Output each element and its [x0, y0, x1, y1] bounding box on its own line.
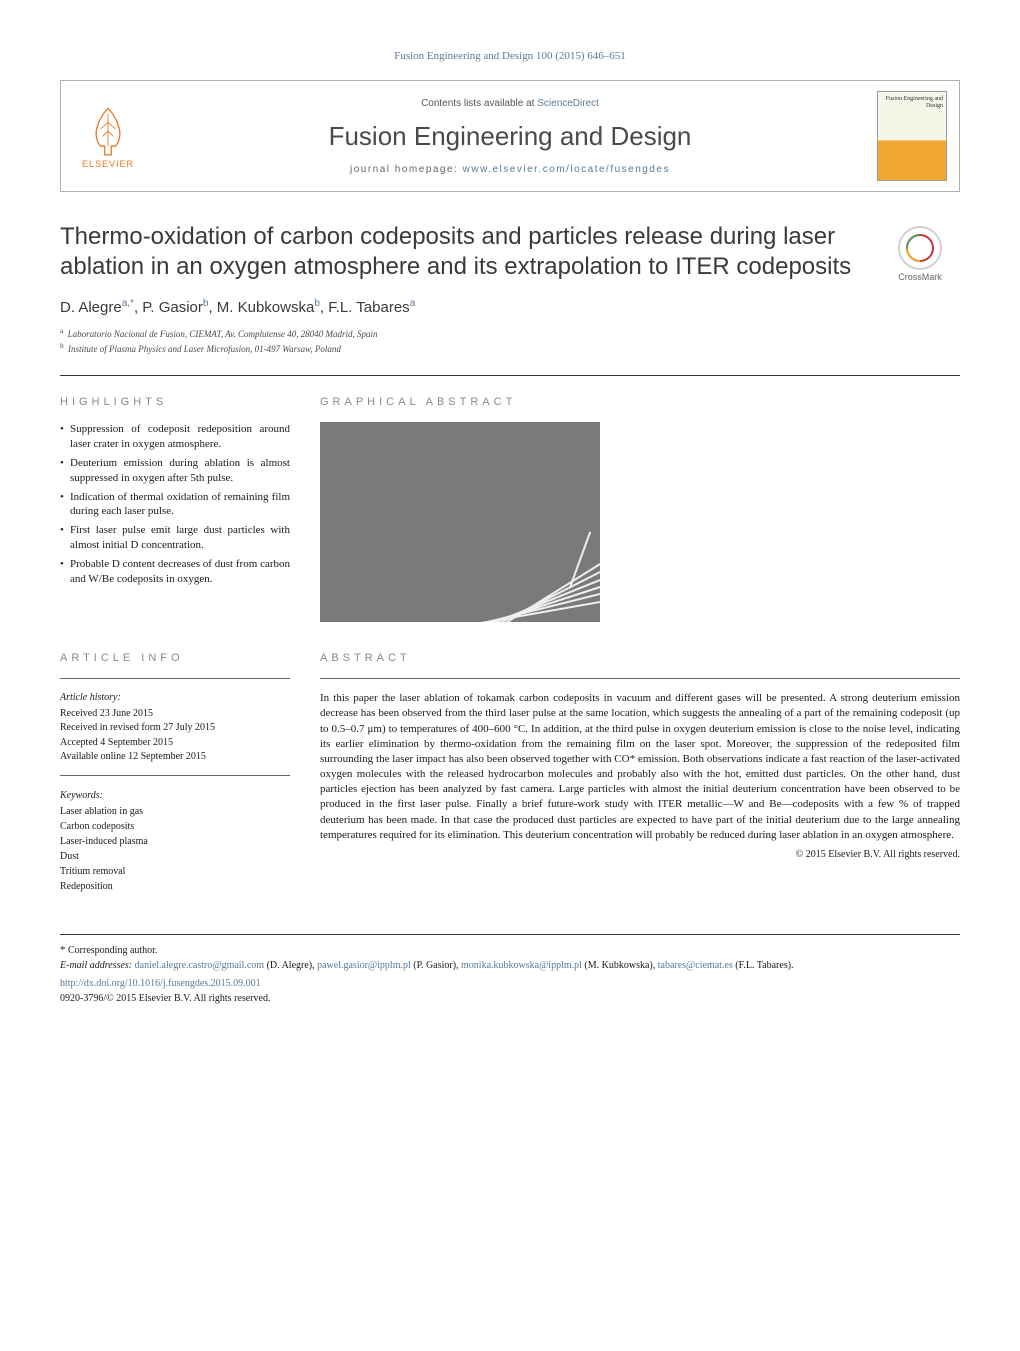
homepage-line: journal homepage: www.elsevier.com/locat… — [163, 164, 857, 175]
contents-line: Contents lists available at ScienceDirec… — [163, 98, 857, 109]
email-link[interactable]: daniel.alegre.castro@gmail.com — [135, 960, 264, 971]
email-who: (P. Gasior) — [413, 960, 456, 971]
affiliation: a Laboratorio Nacional de Fusion, CIEMAT… — [60, 326, 960, 341]
highlights-graphical-row: HIGHLIGHTS Suppression of codeposit rede… — [60, 396, 960, 622]
info-abstract-row: ARTICLE INFO Article history: Received 2… — [60, 652, 960, 894]
keyword: Dust — [60, 849, 290, 864]
streak — [461, 579, 600, 622]
divider — [60, 775, 290, 776]
author: M. Kubkowskab — [217, 299, 320, 316]
history-line: Received in revised form 27 July 2015 — [60, 721, 290, 736]
email-who: (F.L. Tabares) — [735, 960, 791, 971]
affiliation: b Institute of Plasma Physics and Laser … — [60, 341, 960, 356]
article-info-column: ARTICLE INFO Article history: Received 2… — [60, 652, 290, 894]
article-header: CrossMark Thermo-oxidation of carbon cod… — [60, 222, 960, 355]
keyword: Tritium removal — [60, 864, 290, 879]
keyword: Laser ablation in gas — [60, 804, 290, 819]
journal-title: Fusion Engineering and Design — [163, 121, 857, 152]
keyword: Redeposition — [60, 879, 290, 894]
email-link[interactable]: tabares@ciemat.es — [658, 960, 733, 971]
abstract-text: In this paper the laser ablation of toka… — [320, 691, 960, 843]
author: P. Gasiorb — [142, 299, 208, 316]
header-center: Contents lists available at ScienceDirec… — [143, 98, 877, 175]
corresponding-author-line: * Corresponding author. — [60, 943, 960, 959]
homepage-prefix: journal homepage: — [350, 164, 463, 175]
affiliations: a Laboratorio Nacional de Fusion, CIEMAT… — [60, 326, 960, 355]
highlights-list: Suppression of codeposit redeposition ar… — [60, 422, 290, 586]
page: Fusion Engineering and Design 100 (2015)… — [0, 0, 1020, 1046]
history-line: Available online 12 September 2015 — [60, 750, 290, 765]
divider — [320, 678, 960, 679]
elsevier-tree-icon — [81, 103, 135, 157]
email-label: E-mail addresses: — [60, 960, 132, 971]
authors-line: D. Alegrea,*, P. Gasiorb, M. Kubkowskab,… — [60, 298, 960, 316]
asterisk-icon: * — [60, 944, 66, 956]
doi-link[interactable]: http://dx.doi.org/10.1016/j.fusengdes.20… — [60, 977, 960, 992]
crossmark-badge[interactable]: CrossMark — [880, 226, 960, 282]
issn-copyright-line: 0920-3796/© 2015 Elsevier B.V. All right… — [60, 992, 960, 1007]
keywords-heading: Keywords: — [60, 788, 290, 803]
homepage-link[interactable]: www.elsevier.com/locate/fusengdes — [463, 164, 670, 175]
highlight-item: First laser pulse emit large dust partic… — [60, 523, 290, 553]
publisher-logo: ELSEVIER — [73, 101, 143, 171]
email-who: (D. Alegre) — [267, 960, 313, 971]
highlights-column: HIGHLIGHTS Suppression of codeposit rede… — [60, 396, 290, 622]
email-link[interactable]: pawel.gasior@ipplm.pl — [317, 960, 411, 971]
abstract-column: ABSTRACT In this paper the laser ablatio… — [320, 652, 960, 894]
journal-header: ELSEVIER Contents lists available at Sci… — [60, 80, 960, 192]
publisher-name: ELSEVIER — [82, 159, 134, 169]
graphical-abstract-heading: GRAPHICAL ABSTRACT — [320, 396, 960, 408]
footer: * Corresponding author. E-mail addresses… — [60, 934, 960, 1006]
keyword: Laser-induced plasma — [60, 834, 290, 849]
copyright-line: © 2015 Elsevier B.V. All rights reserved… — [320, 849, 960, 860]
history-heading: Article history: — [60, 691, 290, 706]
corresponding-author-label: Corresponding author. — [68, 945, 157, 956]
article-history: Article history: Received 23 June 2015Re… — [60, 691, 290, 765]
email-addresses-line: E-mail addresses: daniel.alegre.castro@g… — [60, 959, 960, 974]
graphical-abstract-image — [320, 422, 600, 622]
abstract-heading: ABSTRACT — [320, 652, 960, 664]
highlight-item: Indication of thermal oxidation of remai… — [60, 490, 290, 520]
author: D. Alegrea,* — [60, 299, 134, 316]
highlights-heading: HIGHLIGHTS — [60, 396, 290, 408]
streak — [435, 593, 600, 622]
article-info-heading: ARTICLE INFO — [60, 652, 290, 664]
history-line: Received 23 June 2015 — [60, 707, 290, 722]
journal-cover-thumb: Fusion Engineering and Design — [877, 91, 947, 181]
contents-prefix: Contents lists available at — [421, 98, 537, 109]
crossmark-icon — [898, 226, 942, 270]
keyword: Carbon codeposits — [60, 819, 290, 834]
keywords-block: Keywords: Laser ablation in gasCarbon co… — [60, 788, 290, 894]
email-who: (M. Kubkowska) — [584, 960, 652, 971]
email-link[interactable]: monika.kubkowska@ipplm.pl — [461, 960, 582, 971]
author: F.L. Tabaresa — [328, 299, 415, 316]
journal-reference: Fusion Engineering and Design 100 (2015)… — [60, 50, 960, 62]
crossmark-label: CrossMark — [880, 272, 960, 282]
highlight-item: Deuterium emission during ablation is al… — [60, 456, 290, 486]
divider — [60, 678, 290, 679]
graphical-abstract-column: GRAPHICAL ABSTRACT — [320, 396, 960, 622]
cover-thumb-title: Fusion Engineering and Design — [878, 92, 946, 113]
history-line: Accepted 4 September 2015 — [60, 736, 290, 751]
sciencedirect-link[interactable]: ScienceDirect — [537, 98, 599, 109]
article-title: Thermo-oxidation of carbon codeposits an… — [60, 222, 960, 282]
divider — [60, 375, 960, 376]
highlight-item: Suppression of codeposit redeposition ar… — [60, 422, 290, 452]
highlight-item: Probable D content decreases of dust fro… — [60, 557, 290, 587]
streak — [569, 531, 591, 588]
